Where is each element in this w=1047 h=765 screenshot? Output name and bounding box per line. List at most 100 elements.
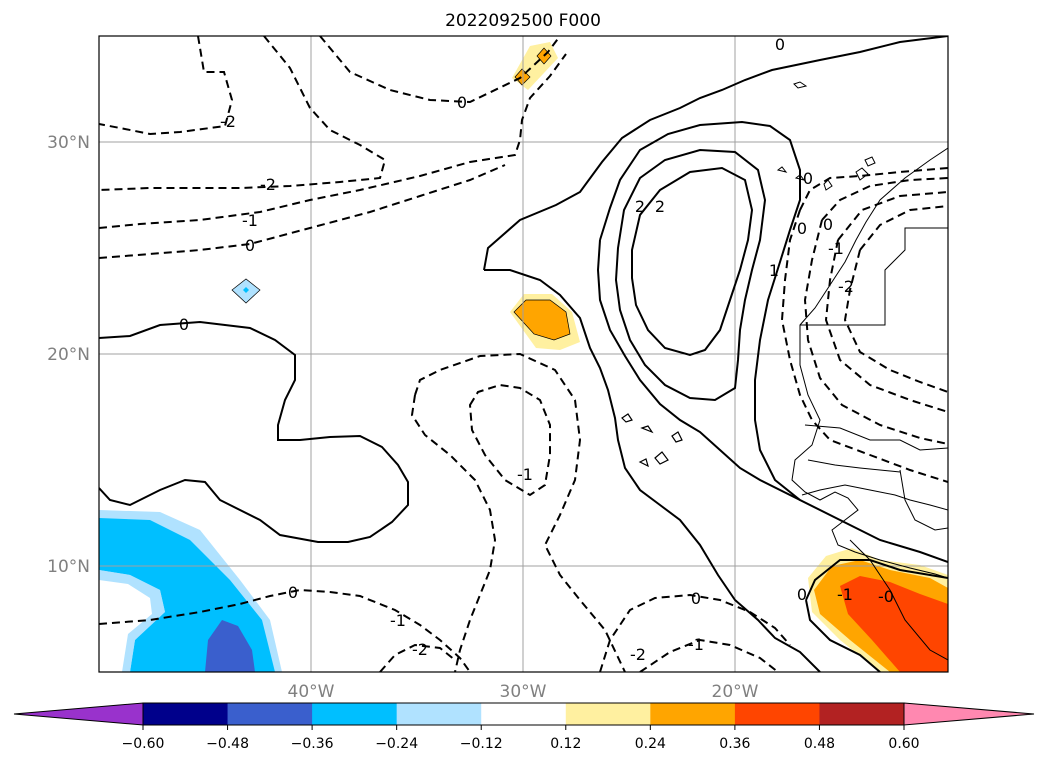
- coastlines: [776, 81, 948, 661]
- blue-region-white-inner: [99, 580, 152, 672]
- dashed-east-4-lower: [843, 249, 948, 393]
- dashed-south-2: [379, 643, 456, 672]
- colorbar-bin: [396, 703, 482, 725]
- contour-label: -2: [838, 277, 854, 296]
- colorbar-tick-label: −0.24: [375, 736, 418, 752]
- colorbar-bin: [819, 703, 905, 725]
- border-ivory: [899, 469, 948, 531]
- africa-coast: [791, 147, 948, 579]
- blue-region-dark: [205, 620, 255, 672]
- colorbar-tick-label: 0.12: [550, 736, 581, 752]
- contour-label: -2: [220, 112, 236, 131]
- contour-1-outer-left: [596, 239, 801, 501]
- border-mauritania: [800, 227, 948, 326]
- contour-label: 2: [655, 197, 665, 216]
- dashed-east-2-lower: [803, 219, 948, 445]
- contour-0-south-east: [805, 559, 948, 601]
- contour-label: 0: [457, 93, 467, 112]
- dashed-center-loop: [414, 352, 626, 672]
- contour-label: -0: [878, 587, 894, 606]
- colorbar-bin: [565, 703, 651, 725]
- colorbar-over-arrow: [903, 702, 1035, 726]
- dashed-middle-0: [99, 164, 506, 259]
- latitude-labels: 30°N 20°N 10°N: [47, 133, 90, 577]
- lon-label-40w: 40°W: [288, 682, 335, 702]
- contour-label: -1: [837, 585, 853, 604]
- colorbar-bin: [227, 703, 313, 725]
- contour-label: 0: [288, 583, 298, 602]
- contour-label: 0: [797, 219, 807, 238]
- border-guinea: [801, 484, 948, 511]
- contour-0-west: [99, 320, 409, 543]
- dashed-south-east: [599, 593, 791, 672]
- dashed-south: [99, 588, 471, 672]
- colorbar-tick-label: 0.48: [804, 736, 835, 752]
- dashed-middle-1: [99, 53, 567, 229]
- contour-label: 2: [635, 197, 645, 216]
- contour-label: 0: [803, 169, 813, 188]
- map-title: 2022092500 F000: [445, 11, 601, 31]
- border-mali: [804, 424, 948, 451]
- contour-label: 0: [179, 315, 189, 334]
- contour-label: -1: [242, 211, 258, 230]
- lat-label-10n: 10°N: [47, 557, 90, 577]
- colorbar-tick-label: 0.36: [719, 736, 750, 752]
- colorbar-tick-label: −0.12: [460, 736, 503, 752]
- lon-label-30w: 30°W: [500, 682, 547, 702]
- contour-label: 1: [769, 261, 779, 280]
- gridlines: [99, 36, 948, 672]
- colorbar-tick-label: 0.60: [888, 736, 919, 752]
- colorbar-under-arrow: [13, 702, 144, 726]
- colorbar-ticks: −0.60 −0.48 −0.36 −0.24 −0.12 0.12 0.24 0.36 0.4…: [122, 725, 920, 752]
- border-sierra: [849, 539, 948, 661]
- colorbar-bin: [481, 703, 567, 725]
- dashed-east-3-lower: [824, 239, 948, 413]
- dashed-east-1-lower: [780, 209, 948, 483]
- dashed-center-loop-left: [410, 394, 497, 672]
- colorbar-tick-label: −0.60: [122, 736, 165, 752]
- colorbar-tick-label: 0.24: [635, 736, 666, 752]
- contour-label: 0: [245, 236, 255, 255]
- contour-label: 0: [691, 589, 701, 608]
- dashed-top-left-2: [99, 36, 387, 191]
- contour-label: -1: [390, 611, 406, 630]
- dashed-top-center: [319, 36, 561, 104]
- dashed-south-east-2: [639, 638, 779, 672]
- contour-label: -1: [828, 239, 844, 258]
- colorbar-frame: [142, 702, 905, 726]
- small-blobs: [621, 413, 683, 468]
- colorbar-bin: [650, 703, 736, 725]
- colorbar-tick-label: −0.48: [206, 736, 249, 752]
- center-orange-patch: [513, 299, 571, 341]
- dashed-east-1: [799, 167, 948, 211]
- longitude-labels: 40°W 30°W 20°W: [288, 682, 759, 702]
- dashed-east-4: [859, 205, 948, 251]
- map-panel: 0 -2 -2 -1 0 0 -1 -2 -1 0 -1 -2 0 -1 0 0…: [99, 35, 948, 672]
- contour-0-south-east-lower: [805, 599, 881, 672]
- contour-2: [631, 166, 754, 357]
- contour-1-inner: [614, 148, 767, 402]
- colorbar-bin: [143, 703, 229, 725]
- contour-label: -2: [412, 640, 428, 659]
- contour-label: -1: [517, 465, 533, 484]
- colorbar-bin: [734, 703, 820, 725]
- dashed-top-left: [99, 36, 234, 136]
- dashed-east-2: [821, 177, 948, 221]
- contour-label: -1: [688, 635, 704, 654]
- colorbar: −0.60 −0.48 −0.36 −0.24 −0.12 0.12 0.24 0.36 0.4…: [13, 702, 1035, 752]
- contour-labels: 0 -2 -2 -1 0 0 -1 -2 -1 0 -1 -2 0 -1 0 0…: [179, 35, 894, 664]
- contour-label: 0: [775, 35, 785, 54]
- map-frame: [98, 35, 949, 673]
- colorbar-tick-label: −0.36: [291, 736, 334, 752]
- islands: [776, 81, 876, 191]
- colorbar-bin: [312, 703, 398, 725]
- colorbar-bins: [143, 703, 905, 725]
- dashed-contours: [99, 36, 948, 672]
- contour-label: 0: [823, 215, 833, 234]
- dashed-inner-loop: [468, 383, 551, 497]
- se-red-patch: [840, 576, 948, 672]
- contour-0-center: [483, 36, 948, 271]
- dashed-east-3: [837, 191, 948, 241]
- contour-1-outer: [599, 120, 948, 563]
